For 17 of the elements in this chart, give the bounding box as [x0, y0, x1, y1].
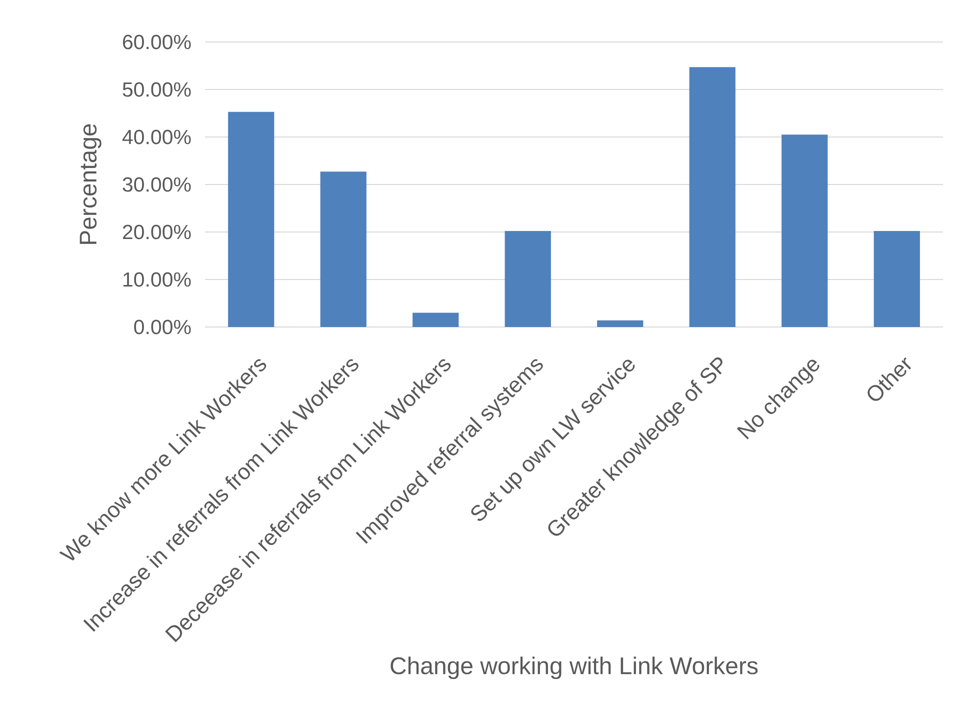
bar [320, 172, 366, 327]
bar [504, 231, 551, 327]
y-tick-label: 50.00% [122, 82, 191, 97]
bar [597, 320, 644, 327]
y-tick-label: 10.00% [124, 272, 191, 287]
bar [412, 312, 459, 327]
y-axis-title: Percentage [80, 124, 102, 244]
y-tick-label: 60.00% [123, 34, 191, 50]
y-tick-label: 0.00% [134, 320, 191, 334]
y-tick-label: 20.00% [122, 224, 191, 240]
bar [782, 134, 828, 327]
y-tick-label: 40.00% [122, 130, 191, 144]
bar [874, 231, 920, 327]
bar [689, 67, 736, 327]
bar [228, 112, 274, 327]
y-tick-label: 30.00% [122, 177, 191, 192]
x-axis-title: Change working with Link Workers [390, 656, 758, 680]
